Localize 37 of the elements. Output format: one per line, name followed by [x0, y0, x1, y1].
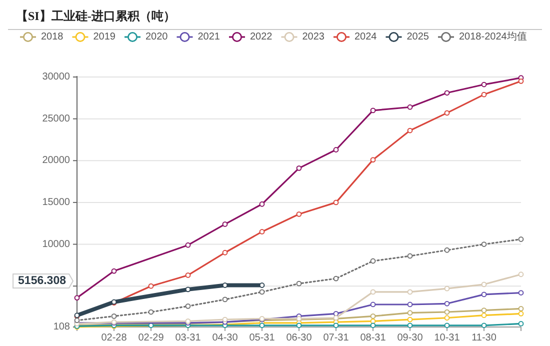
- x-tick-label: 06-30: [286, 332, 312, 344]
- legend-item: 2018: [20, 32, 64, 42]
- x-tick-label: 03-31: [175, 332, 201, 344]
- annotation: 5156.308: [18, 275, 66, 287]
- legend-label: 2021: [198, 32, 220, 42]
- legend-item: 2018-2024均值: [438, 32, 527, 42]
- legend-item: 2023: [281, 32, 324, 42]
- legend-item: 2024: [334, 32, 377, 42]
- legend-label: 2019: [93, 32, 116, 42]
- x-tick-label: 08-31: [360, 332, 386, 344]
- y-tick-label: 25000: [42, 113, 70, 124]
- legend-item: 2025: [386, 32, 429, 42]
- legend-item: 2021: [176, 32, 220, 42]
- legend-item: 2019: [72, 32, 116, 42]
- legend-label: 2022: [250, 32, 273, 42]
- x-tick-label: 04-30: [212, 332, 238, 344]
- legend-label: 2018-2024均值: [459, 30, 527, 42]
- y-tick-label: 30000: [42, 72, 70, 82]
- legend-label: 2018: [41, 32, 64, 42]
- legend-label: 2025: [406, 32, 430, 42]
- legend-label: 2023: [302, 32, 325, 42]
- x-tick-label: 09-30: [397, 332, 423, 344]
- legend-label: 2020: [146, 32, 168, 42]
- legend-item: 2020: [124, 32, 168, 42]
- x-tick-label: 05-31: [249, 332, 275, 344]
- x-tick-label: 07-31: [323, 332, 349, 344]
- y-tick-label: 10000: [42, 238, 70, 250]
- legend-label: 2024: [354, 32, 378, 42]
- y-tick-label: 15000: [42, 196, 70, 208]
- x-tick-label: 10-31: [434, 332, 460, 344]
- x-tick-label: 11-30: [472, 332, 496, 344]
- x-tick-label: 02-29: [138, 332, 164, 344]
- y-tick-label: 108: [53, 322, 70, 332]
- x-tick-label: 02-28: [101, 332, 127, 344]
- title: 【SI】工业硅-进口累积（吨）: [16, 9, 176, 23]
- legend-item: 2022: [229, 32, 272, 42]
- y-tick-label: 20000: [42, 155, 70, 166]
